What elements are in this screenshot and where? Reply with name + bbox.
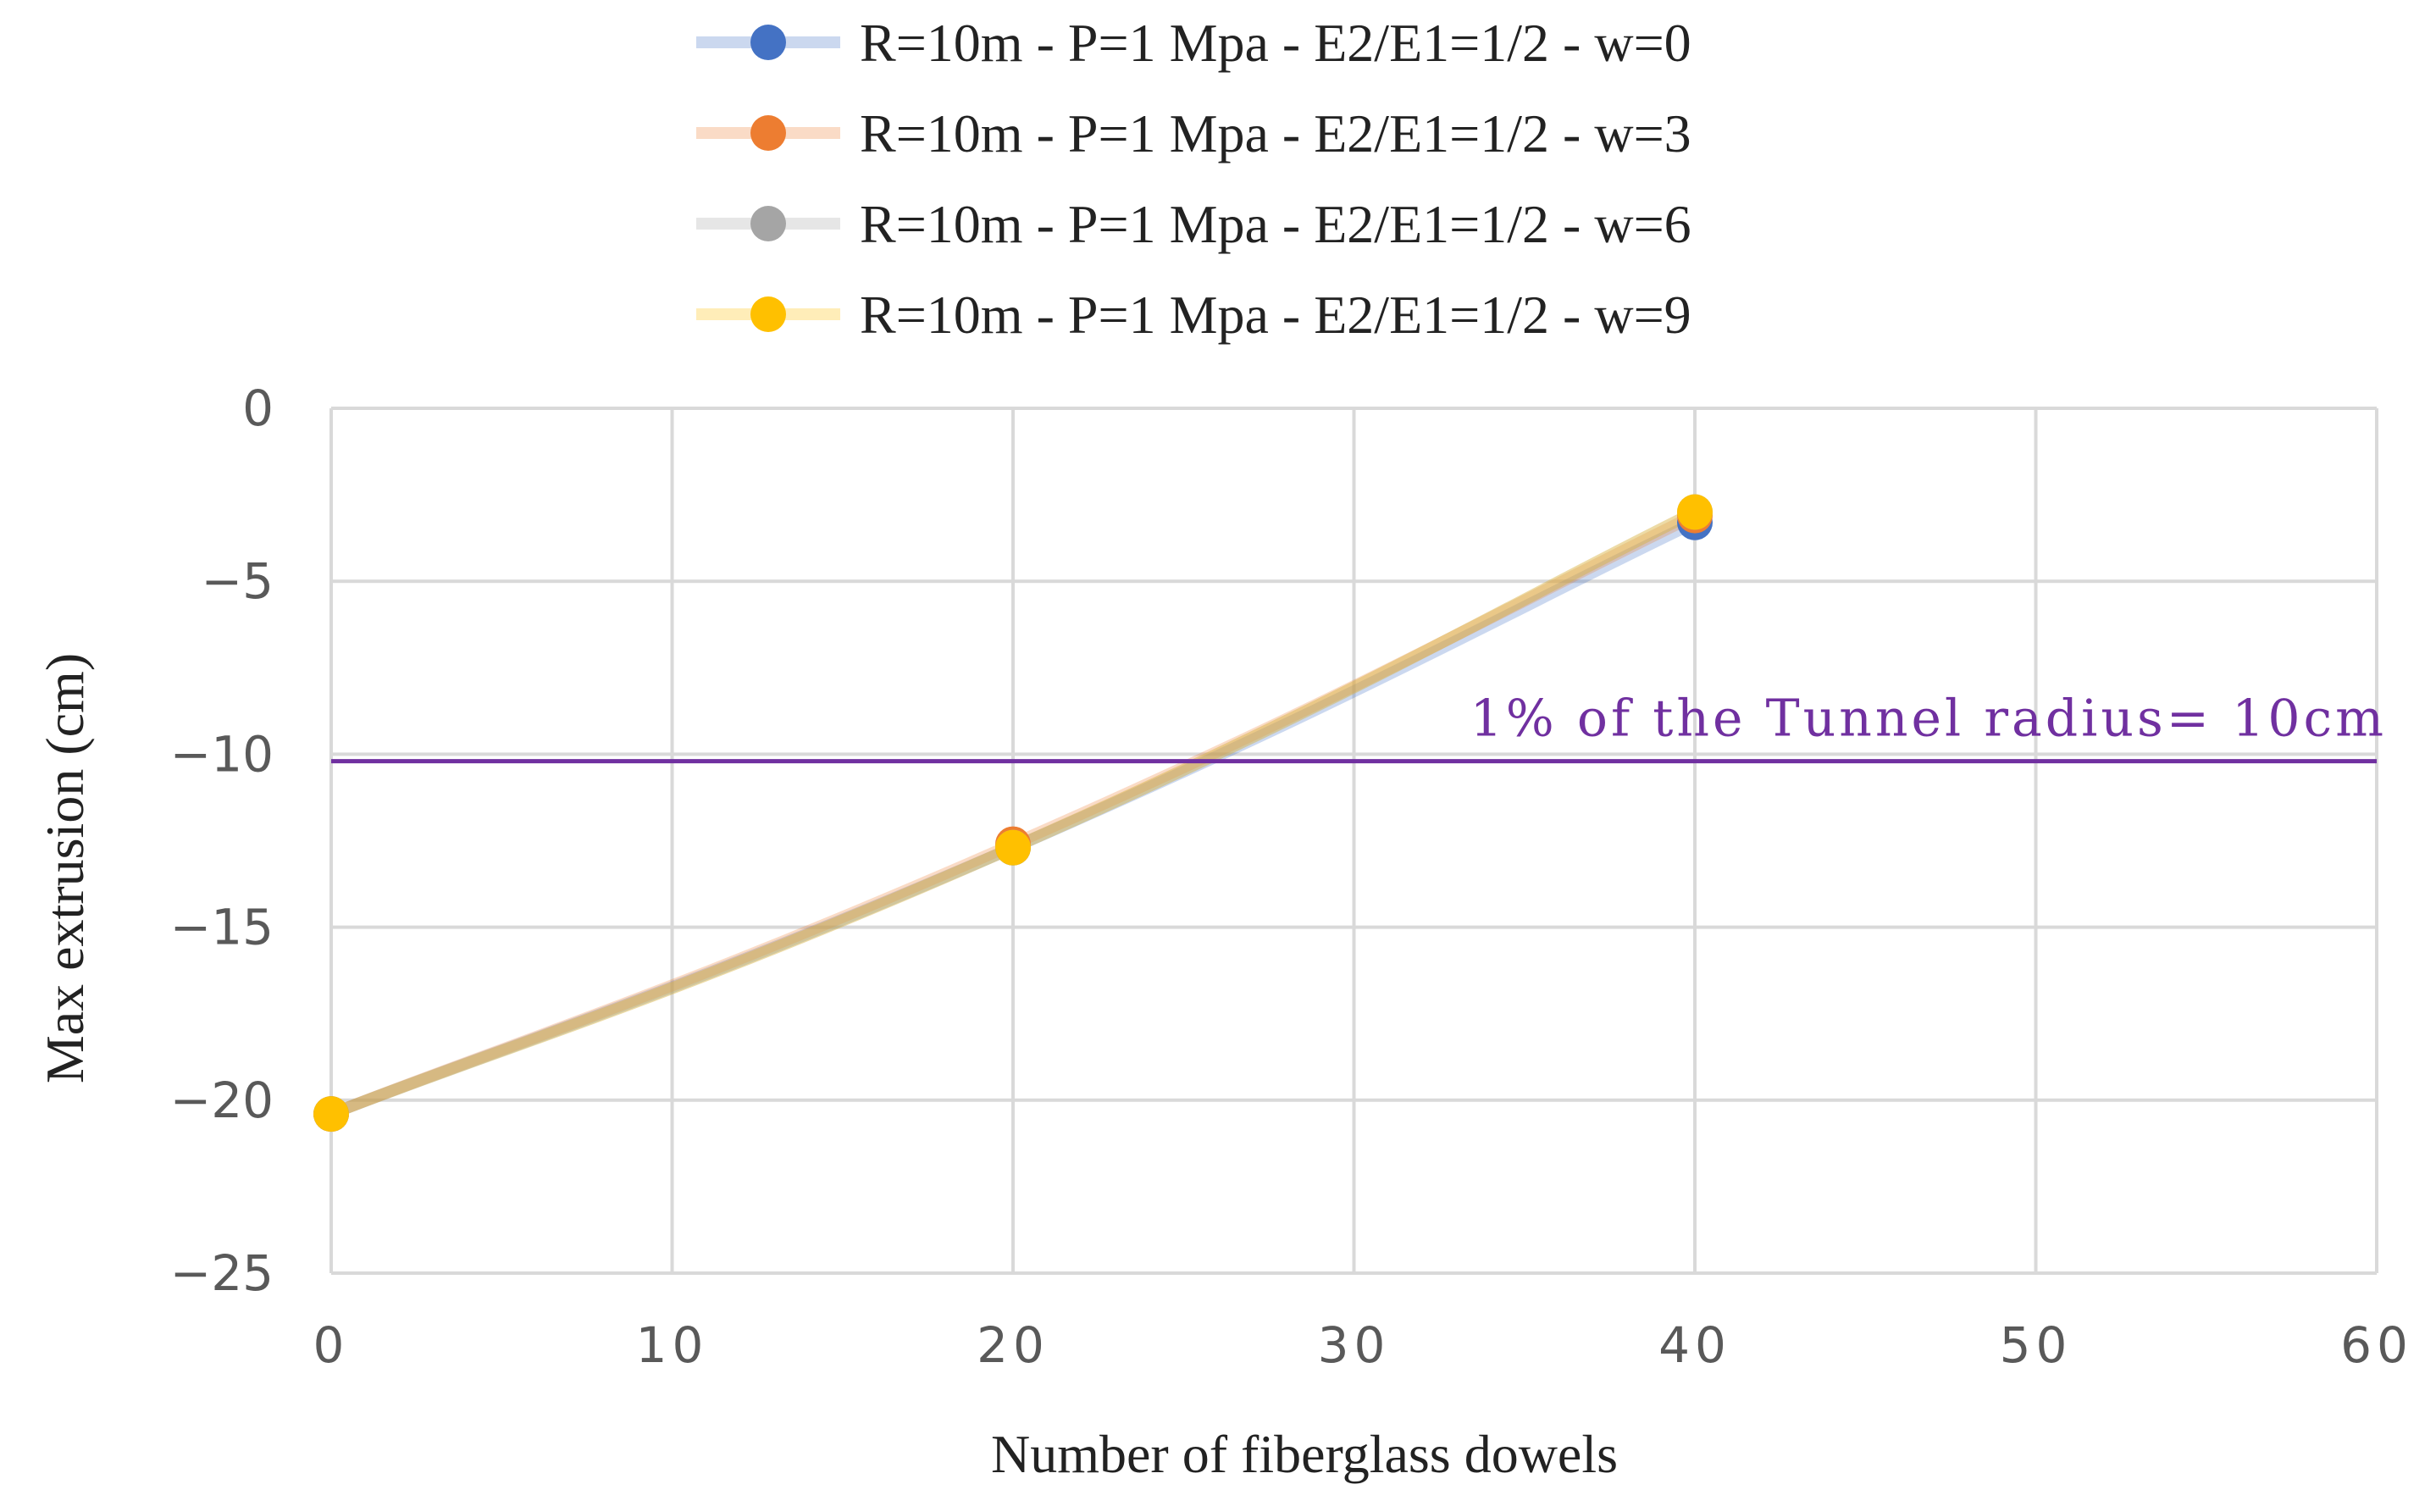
y-tick-label: 0	[242, 379, 274, 437]
grid	[329, 407, 2378, 1275]
legend-swatch-marker	[750, 25, 786, 60]
x-tick-label: 60	[2340, 1316, 2413, 1374]
y-tick-label: −15	[170, 899, 274, 956]
legend-swatch-marker	[750, 115, 786, 151]
legend: R=10m - P=1 Mpa - E2/E1=1/2 - w=0 R=10m -…	[696, 13, 1691, 345]
legend-swatch-marker	[750, 206, 786, 241]
y-tick-label: −10	[170, 725, 274, 783]
legend-swatch-marker	[750, 296, 786, 332]
x-tick-labels: 0 10 20 30 40 50 60	[313, 1316, 2413, 1374]
x-tick-label: 40	[1658, 1316, 1731, 1374]
legend-label: R=10m - P=1 Mpa - E2/E1=1/2 - w=9	[860, 285, 1691, 345]
y-tick-label: −20	[170, 1072, 274, 1129]
x-tick-label: 20	[977, 1316, 1049, 1374]
series-points	[313, 494, 1713, 1133]
x-axis-label: Number of fiberglass dowels	[991, 1424, 1618, 1484]
y-tick-label: −5	[202, 552, 274, 610]
data-point-series-3	[313, 1096, 349, 1133]
legend-label: R=10m - P=1 Mpa - E2/E1=1/2 - w=0	[860, 13, 1691, 73]
legend-label: R=10m - P=1 Mpa - E2/E1=1/2 - w=3	[860, 103, 1691, 163]
y-tick-label: −25	[170, 1244, 274, 1302]
x-tick-label: 50	[2000, 1316, 2073, 1374]
x-tick-label: 10	[636, 1316, 709, 1374]
data-point-series-3	[1677, 494, 1713, 530]
data-point-series-3	[995, 829, 1031, 866]
reference-line-group: 1% of the Tunnel radius= 10cm	[331, 690, 2387, 764]
y-tick-labels: 0 −5 −10 −15 −20 −25	[170, 379, 274, 1302]
y-axis-label: Max extrusion (cm)	[35, 653, 95, 1083]
x-tick-label: 0	[313, 1316, 350, 1374]
x-tick-label: 30	[1318, 1316, 1391, 1374]
reference-line-label: 1% of the Tunnel radius= 10cm	[1470, 690, 2387, 749]
legend-label: R=10m - P=1 Mpa - E2/E1=1/2 - w=6	[860, 194, 1691, 254]
